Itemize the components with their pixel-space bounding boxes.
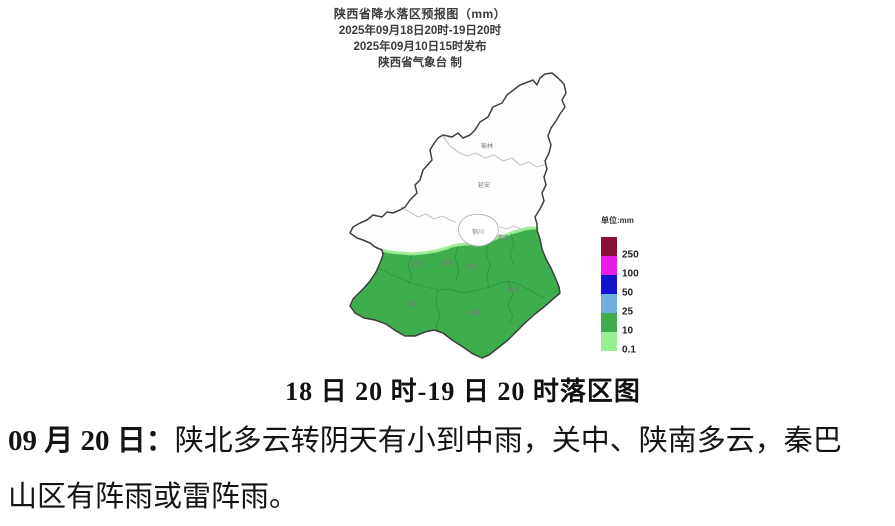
legend-swatch-10 bbox=[601, 313, 617, 332]
legend-swatch-25 bbox=[601, 294, 617, 313]
city-label-shangluo: 商洛 bbox=[507, 286, 519, 294]
city-label-yulin: 榆林 bbox=[481, 142, 493, 150]
city-label-hanzhong: 汉中 bbox=[406, 300, 418, 308]
forecast-paragraph: 09 月 20 日：陕北多云转阴天有小到中雨，关中、陕南多云，秦巴 山区有阵雨或… bbox=[8, 413, 892, 525]
qinling-boundary bbox=[377, 267, 546, 299]
xian-weinan-boundary bbox=[485, 240, 491, 289]
map-caption: 18 日 20 时-19 日 20 时落区图 bbox=[285, 377, 641, 406]
legend-row: 25 bbox=[601, 294, 639, 317]
legend-label-100: 100 bbox=[622, 268, 639, 280]
legend-row: 0.1 bbox=[601, 332, 639, 355]
producer-line: 陕西省气象台 制 bbox=[378, 57, 462, 69]
legend-swatch-100 bbox=[601, 256, 617, 275]
province-outline bbox=[349, 72, 567, 359]
legend-label-25: 25 bbox=[622, 306, 634, 318]
forecast-date: 09 月 20 日： bbox=[8, 425, 175, 457]
legend-row: 250 bbox=[601, 237, 639, 260]
baoji-west-boundary bbox=[407, 253, 413, 286]
legend-row: 100 bbox=[601, 256, 639, 279]
city-label-ankang: 安康 bbox=[467, 309, 479, 317]
city-label-weinan: 渭南 bbox=[497, 234, 509, 242]
legend-row: 10 bbox=[601, 313, 639, 336]
forecast-line-2: 山区有阵雨或雷阵雨。 bbox=[8, 481, 299, 513]
valid-period-line: 2025年09月18日20时-19日20时 bbox=[338, 25, 502, 37]
forecast-line-1: 陕北多云转阴天有小到中雨，关中、陕南多云，秦巴 bbox=[174, 425, 842, 457]
precip-region-10mm bbox=[350, 228, 560, 358]
map-legend: 单位:mm 250 100 50 25 10 0.1 bbox=[601, 216, 639, 355]
city-label-baoji: 宝鸡 bbox=[411, 260, 423, 268]
map-header: 陕西省降水落区预报图（mm） 2025年09月18日20时-19日20时 202… bbox=[270, 6, 570, 71]
tongchuan-enclave bbox=[458, 213, 499, 247]
yanan-south-boundary bbox=[400, 206, 457, 223]
weinan-east-boundary bbox=[509, 232, 515, 266]
legend-swatch-0p1 bbox=[601, 332, 617, 351]
ankang-shangluo-boundary bbox=[507, 280, 514, 326]
city-label-yanan: 延安 bbox=[478, 181, 490, 189]
legend-label-50: 50 bbox=[622, 287, 634, 299]
shaanxi-precip-map: 榆林 延安 铜川 渭南 宝鸡 咸阳 西安 商洛 汉中 安康 bbox=[349, 72, 567, 359]
legend-swatch-50 bbox=[601, 275, 617, 294]
legend-label-0p1: 0.1 bbox=[622, 344, 636, 356]
legend-swatch-250 bbox=[601, 237, 617, 256]
legend-title: 单位:mm bbox=[601, 216, 634, 225]
city-label-tongchuan: 铜川 bbox=[472, 228, 484, 236]
city-label-xianyang: 咸阳 bbox=[442, 259, 454, 267]
legend-label-250: 250 bbox=[622, 249, 639, 261]
issue-time-line: 2025年09月10日15时发布 bbox=[353, 41, 487, 53]
city-label-xian: 西安 bbox=[466, 263, 478, 271]
map-title: 陕西省降水落区预报图（mm） bbox=[333, 7, 507, 21]
hanzhong-ankang-boundary bbox=[435, 289, 441, 332]
legend-label-10: 10 bbox=[622, 325, 634, 337]
yulin-yanan-boundary bbox=[442, 135, 547, 168]
legend-row: 50 bbox=[601, 275, 639, 298]
xianyang-xian-boundary bbox=[454, 245, 460, 282]
